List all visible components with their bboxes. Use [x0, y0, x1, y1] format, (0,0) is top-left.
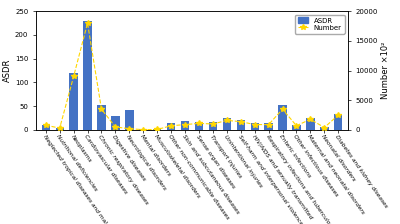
Bar [223, 118, 231, 130]
Bar [42, 125, 50, 130]
Bar [264, 123, 273, 130]
Bar [97, 105, 106, 130]
Bar [181, 121, 189, 130]
Bar [139, 129, 148, 130]
Bar [70, 73, 78, 130]
Bar [83, 21, 92, 130]
Bar [306, 118, 314, 130]
Y-axis label: ASDR: ASDR [3, 59, 12, 82]
Bar [292, 125, 301, 130]
Bar [334, 114, 342, 130]
Legend: ASDR, Number: ASDR, Number [295, 15, 344, 34]
Bar [278, 105, 287, 130]
Bar [320, 127, 328, 130]
Bar [209, 122, 217, 130]
Bar [125, 110, 134, 130]
Bar [167, 123, 175, 130]
Bar [56, 127, 64, 130]
Bar [153, 129, 161, 130]
Y-axis label: Number ×10²: Number ×10² [381, 42, 390, 99]
Bar [236, 121, 245, 130]
Bar [250, 123, 259, 130]
Bar [111, 116, 120, 130]
Bar [195, 122, 203, 130]
